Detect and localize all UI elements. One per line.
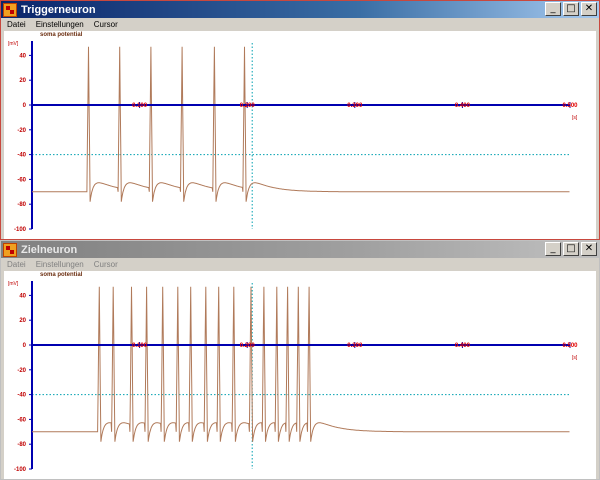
y-unit-label: [mV] [8,281,19,287]
menu-bar: Datei Einstellungen Cursor [1,18,599,31]
soma-potential-plot[interactable]: [mV] soma potential [s] 40 20 0 -20 -40 -60 -80 -1… [4,31,596,239]
x-unit-label: [s] [572,115,578,121]
x-tick-label: 0.100 [132,103,148,109]
y-tick-label: -60 [17,417,26,423]
y-tick-label: -80 [17,442,26,448]
x-tick-label: 0.500 [562,103,578,109]
soma-potential-plot[interactable]: [mV] soma potential [s] 40 20 0 -20 -40 -60 -80 -1… [4,271,596,479]
app-icon [3,2,17,17]
menu-cursor[interactable]: Cursor [93,260,118,269]
y-tick-label: -40 [17,393,26,399]
plot-svg: [mV] soma potential [s] 40 20 0 -20 -40 -60 -80 -1… [8,32,578,233]
y-tick-label: -80 [17,202,26,208]
y-tick-label: 0 [23,103,27,109]
soma-potential-trace [32,46,570,202]
x-tick-label: 0.200 [240,103,256,109]
x-tick-label: 0.300 [347,103,363,109]
soma-potential-trace [32,286,570,442]
close-button[interactable]: ✕ [581,2,597,16]
x-tick-label: 0.100 [132,343,148,349]
menu-einstellungen[interactable]: Einstellungen [35,20,84,29]
y-tick-label: 20 [19,318,26,324]
minimize-button[interactable]: _ [545,242,561,256]
close-button[interactable]: ✕ [581,242,597,256]
menu-einstellungen[interactable]: Einstellungen [35,260,84,269]
y-tick-label: 20 [19,78,26,84]
window-title: Zielneuron [21,243,78,256]
y-tick-label: -100 [14,227,27,233]
maximize-button[interactable]: □ [563,242,579,256]
menu-datei[interactable]: Datei [7,20,26,29]
y-tick-label: -20 [17,128,26,134]
y-tick-label: 0 [23,343,27,349]
zielneuron-window: Zielneuron _ □ ✕ Datei Einstellungen Cur… [0,240,600,480]
maximize-button[interactable]: □ [563,2,579,16]
title-bar[interactable]: Zielneuron _ □ ✕ [1,241,599,258]
menu-datei[interactable]: Datei [7,260,26,269]
series-label: soma potential [40,32,83,38]
x-tick-label: 0.300 [347,343,363,349]
plot-svg: [mV] soma potential [s] 40 20 0 -20 -40 -60 -80 -1… [8,272,578,473]
menu-bar: Datei Einstellungen Cursor [1,258,599,271]
y-tick-label: -60 [17,177,26,183]
y-tick-label: 40 [19,293,26,299]
series-label: soma potential [40,272,83,278]
y-tick-label: 40 [19,53,26,59]
triggerneuron-window: Triggerneuron _ □ ✕ Datei Einstellungen … [0,0,600,240]
window-title: Triggerneuron [21,3,96,16]
x-tick-label: 0.400 [455,103,471,109]
x-tick-label: 0.400 [455,343,471,349]
menu-cursor[interactable]: Cursor [93,20,118,29]
app-icon [3,242,17,257]
x-unit-label: [s] [572,355,578,361]
y-tick-label: -20 [17,368,26,374]
y-tick-label: -40 [17,153,26,159]
x-tick-label: 0.200 [240,343,256,349]
y-unit-label: [mV] [8,41,19,47]
x-tick-label: 0.500 [562,343,578,349]
title-bar[interactable]: Triggerneuron _ □ ✕ [1,1,599,18]
y-tick-label: -100 [14,467,27,473]
minimize-button[interactable]: _ [545,2,561,16]
